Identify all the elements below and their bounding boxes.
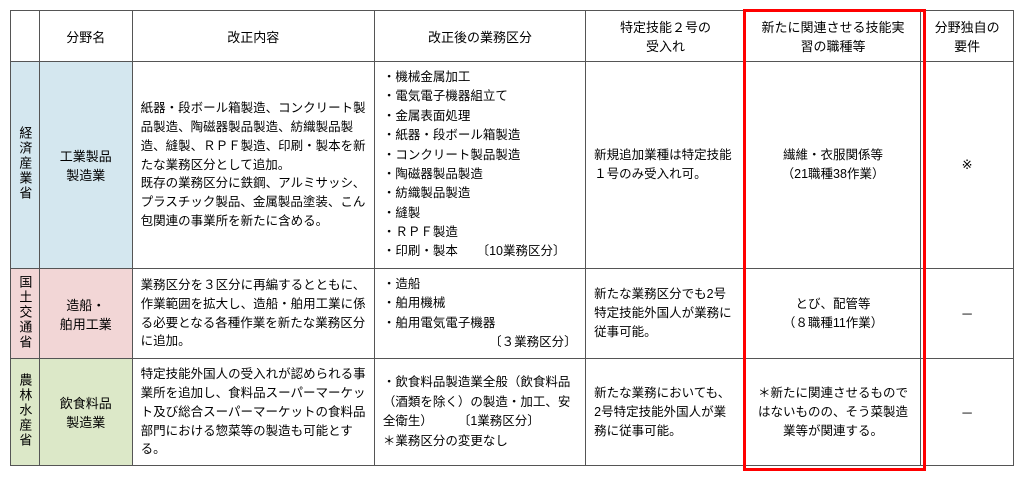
category-cell: ・飲食料品製造業全般（飲食料品（酒類を除く）の製造・加工、安全衛生） 〔1業務区… [374, 359, 585, 466]
field-cell: 飲食料品製造業 [39, 359, 132, 466]
accept-cell: 新たな業務区分でも2号特定技能外国人が業務に従事可能。 [586, 268, 746, 359]
table-wrap: 分野名 改正内容 改正後の業務区分 特定技能２号の受入れ 新たに関連させる技能実… [10, 10, 1014, 466]
req-cell: － [921, 359, 1014, 466]
content-cell: 特定技能外国人の受入れが認められる事業所を追加し、食料品スーパーマーケット及び総… [132, 359, 374, 466]
category-cell: ・機械金属加工・電気電子機器組立て・金属表面処理・紙器・段ボール箱製造・コンクリ… [374, 62, 585, 269]
accept-cell: 新規追加業種は特定技能１号のみ受入れ可。 [586, 62, 746, 269]
related-cell: とび、配管等（８職種11作業） [745, 268, 920, 359]
related-cell: ＊新たに関連させるものではないものの、そう菜製造業等が関連する。 [745, 359, 920, 466]
req-cell: ※ [921, 62, 1014, 269]
ministry-cell: 国土交通省 [11, 268, 40, 359]
header-category: 改正後の業務区分 [374, 11, 585, 62]
accept-cell: 新たな業務においても、2号特定技能外国人が業務に従事可能。 [586, 359, 746, 466]
table-row: 経済産業省 工業製品製造業 紙器・段ボール箱製造、コンクリート製品製造、陶磁器製… [11, 62, 1014, 269]
table-row: 農林水産省 飲食料品製造業 特定技能外国人の受入れが認められる事業所を追加し、食… [11, 359, 1014, 466]
content-cell: 紙器・段ボール箱製造、コンクリート製品製造、陶磁器製品製造、紡織製品製造、縫製、… [132, 62, 374, 269]
header-related: 新たに関連させる技能実習の職種等 [745, 11, 920, 62]
ministry-cell: 農林水産省 [11, 359, 40, 466]
content-cell: 業務区分を３区分に再編するとともに、作業範囲を拡大し、造船・舶用工業に係る必要と… [132, 268, 374, 359]
header-ministry [11, 11, 40, 62]
header-row: 分野名 改正内容 改正後の業務区分 特定技能２号の受入れ 新たに関連させる技能実… [11, 11, 1014, 62]
ministry-cell: 経済産業省 [11, 62, 40, 269]
header-content: 改正内容 [132, 11, 374, 62]
field-cell: 工業製品製造業 [39, 62, 132, 269]
table-row: 国土交通省 造船・舶用工業 業務区分を３区分に再編するとともに、作業範囲を拡大し… [11, 268, 1014, 359]
header-field: 分野名 [39, 11, 132, 62]
header-accept: 特定技能２号の受入れ [586, 11, 746, 62]
header-req: 分野独自の要件 [921, 11, 1014, 62]
regulation-table: 分野名 改正内容 改正後の業務区分 特定技能２号の受入れ 新たに関連させる技能実… [10, 10, 1014, 466]
field-cell: 造船・舶用工業 [39, 268, 132, 359]
category-cell: ・造船・舶用機械・舶用電気電子機器 〔３業務区分〕 [374, 268, 585, 359]
related-cell: 繊維・衣服関係等（21職種38作業） [745, 62, 920, 269]
req-cell: － [921, 268, 1014, 359]
